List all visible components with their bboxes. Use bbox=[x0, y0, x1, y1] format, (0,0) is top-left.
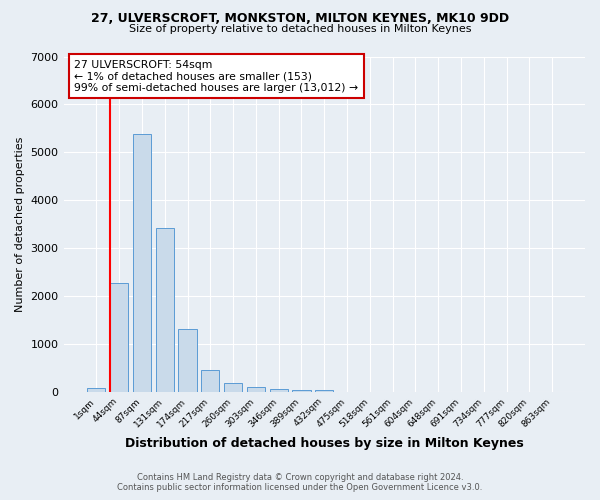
Bar bbox=[269, 388, 288, 392]
Bar bbox=[292, 390, 311, 392]
Text: Size of property relative to detached houses in Milton Keynes: Size of property relative to detached ho… bbox=[129, 24, 471, 34]
X-axis label: Distribution of detached houses by size in Milton Keynes: Distribution of detached houses by size … bbox=[125, 437, 524, 450]
Bar bbox=[201, 370, 220, 392]
Bar bbox=[155, 228, 174, 392]
Bar bbox=[87, 388, 106, 392]
Bar bbox=[247, 388, 265, 392]
Bar bbox=[133, 134, 151, 392]
Text: 27 ULVERSCROFT: 54sqm
← 1% of detached houses are smaller (153)
99% of semi-deta: 27 ULVERSCROFT: 54sqm ← 1% of detached h… bbox=[74, 60, 358, 93]
Bar bbox=[224, 383, 242, 392]
Text: Contains HM Land Registry data © Crown copyright and database right 2024.
Contai: Contains HM Land Registry data © Crown c… bbox=[118, 473, 482, 492]
Bar bbox=[178, 329, 197, 392]
Bar bbox=[110, 282, 128, 392]
Y-axis label: Number of detached properties: Number of detached properties bbox=[15, 136, 25, 312]
Text: 27, ULVERSCROFT, MONKSTON, MILTON KEYNES, MK10 9DD: 27, ULVERSCROFT, MONKSTON, MILTON KEYNES… bbox=[91, 12, 509, 26]
Bar bbox=[315, 390, 334, 392]
